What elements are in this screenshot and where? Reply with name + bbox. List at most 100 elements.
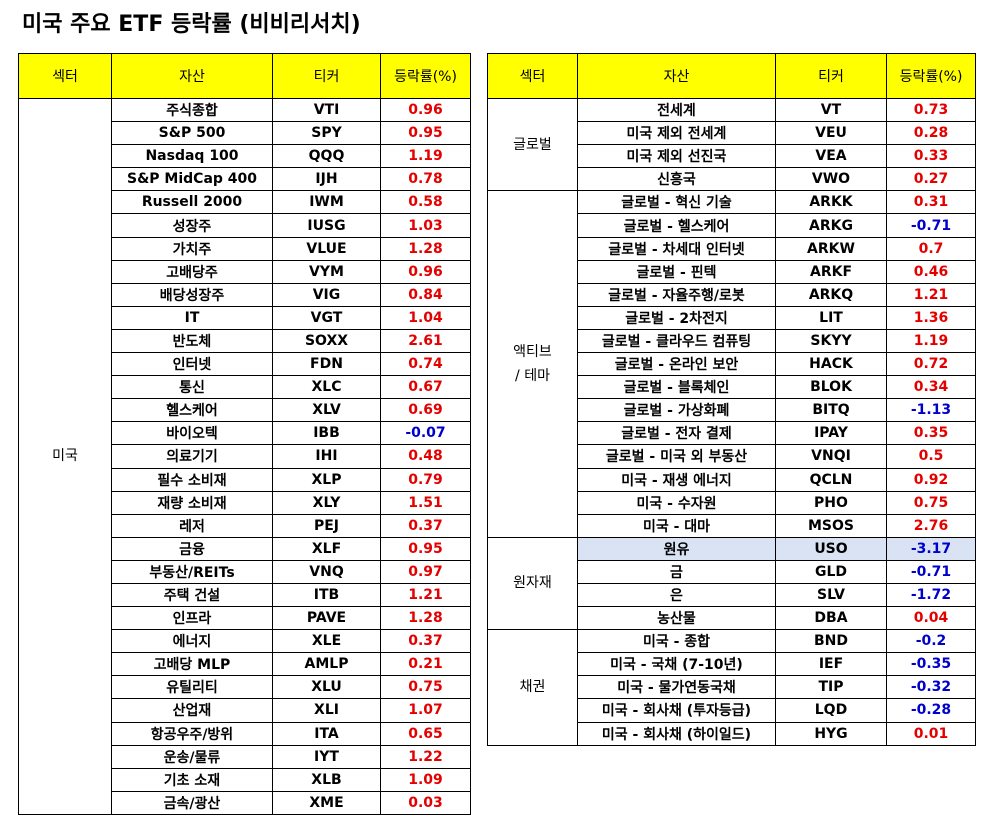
us-etf-table: 섹터 자산 티커 등락률(%) 미국 주식종합 VTI 0.96 S&P 500 SPY 0… <box>18 53 471 815</box>
table-row: 글로벌 - 자율주행/로봇 ARKQ 1.21 <box>488 282 976 307</box>
asset-cell: 반도체 <box>111 328 273 354</box>
asset-cell: 미국 - 대마 <box>577 513 776 538</box>
asset-cell: 원유 <box>577 536 776 561</box>
table-row: 글로벌 - 가상화폐 BITQ -1.13 <box>488 398 976 423</box>
header-asset: 자산 <box>111 53 273 99</box>
table-row: 인터넷 FDN 0.74 <box>19 352 471 377</box>
ticker-cell: XLF <box>272 536 381 561</box>
change-cell: 0.69 <box>380 398 471 423</box>
change-cell: 0.92 <box>886 467 976 492</box>
table-row: 액티브 / 테마 글로벌 - 혁신 기술 ARKK 0.31 <box>487 190 976 538</box>
table-row: 글로벌 - 블록체인 BLOK 0.34 <box>488 375 976 400</box>
ticker-cell: VNQ <box>272 559 381 584</box>
table-row: 미국 - 재생 에너지 QCLN 0.92 <box>488 467 976 492</box>
table-row: S&P MidCap 400 IJH 0.78 <box>19 167 471 192</box>
ticker-cell: IWM <box>272 190 381 215</box>
change-cell: 0.96 <box>380 259 471 284</box>
table-row: 필수 소비재 XLP 0.79 <box>19 467 471 492</box>
asset-cell: 가치주 <box>111 236 273 261</box>
ticker-cell: HACK <box>775 352 887 377</box>
table-row: IT VGT 1.04 <box>19 305 471 330</box>
ticker-cell: TIP <box>775 675 887 700</box>
table-row: Nasdaq 100 QQQ 1.19 <box>19 144 471 169</box>
change-cell: 2.61 <box>380 328 471 354</box>
change-cell: 0.75 <box>380 675 471 700</box>
table-row: S&P 500 SPY 0.95 <box>19 121 471 146</box>
ticker-cell: IUSG <box>272 213 381 238</box>
table-header-row: 섹터 자산 티커 등락률(%) <box>18 53 471 99</box>
table-row: 미국 제외 선진국 VEA 0.33 <box>488 144 976 169</box>
asset-cell: 레저 <box>111 513 273 538</box>
table-body: 글로벌 전세계 VT 0.73 미국 제외 전세계 VEU 0.28 미국 제외 선진국 VEA… <box>487 97 976 746</box>
change-cell: 0.31 <box>886 190 976 215</box>
header-ticker: 티커 <box>272 53 381 99</box>
change-cell: 0.21 <box>380 652 471 677</box>
change-cell: 0.78 <box>380 167 471 192</box>
asset-cell: 통신 <box>111 375 273 400</box>
table-header-row: 섹터 자산 티커 등락률(%) <box>487 53 976 99</box>
ticker-cell: XLP <box>272 467 381 492</box>
change-cell: 1.04 <box>380 305 471 330</box>
ticker-cell: LQD <box>775 698 887 723</box>
change-cell: 1.22 <box>380 744 471 769</box>
table-row: 은 SLV -1.72 <box>488 582 976 608</box>
change-cell: 0.37 <box>380 513 471 538</box>
change-cell: -0.71 <box>886 213 976 238</box>
table-row: 글로벌 - 전자 결제 IPAY 0.35 <box>488 421 976 446</box>
ticker-cell: BITQ <box>775 398 887 423</box>
change-cell: 0.84 <box>380 282 471 307</box>
ticker-cell: IJH <box>272 167 381 192</box>
table-row: 미국 - 수자원 PHO 0.75 <box>488 490 976 515</box>
table-row: 고배당 MLP AMLP 0.21 <box>19 652 471 677</box>
asset-cell: 글로벌 - 차세대 인터넷 <box>577 236 776 261</box>
asset-cell: 은 <box>577 582 776 608</box>
ticker-cell: IPAY <box>775 421 887 446</box>
ticker-cell: ARKK <box>775 190 887 215</box>
asset-cell: 부동산/REITs <box>111 559 273 584</box>
change-cell: -0.71 <box>886 559 976 584</box>
change-cell: 0.73 <box>886 97 976 123</box>
ticker-cell: SOXX <box>272 328 381 354</box>
header-ticker: 티커 <box>775 53 887 99</box>
change-cell: 1.51 <box>380 490 471 515</box>
ticker-cell: VIG <box>272 282 381 307</box>
ticker-cell: ARKF <box>775 259 887 284</box>
asset-cell: Nasdaq 100 <box>111 144 273 169</box>
ticker-cell: ARKW <box>775 236 887 261</box>
ticker-cell: SLV <box>775 582 887 608</box>
asset-cell: 금 <box>577 559 776 584</box>
table-row: 글로벌 - 클라우드 컴퓨팅 SKYY 1.19 <box>488 328 976 354</box>
asset-cell: 글로벌 - 온라인 보안 <box>577 352 776 377</box>
change-cell: 1.19 <box>886 328 976 354</box>
table-row: 배당성장주 VIG 0.84 <box>19 282 471 307</box>
asset-cell: 미국 제외 전세계 <box>577 121 776 146</box>
table-row: 레저 PEJ 0.37 <box>19 513 471 538</box>
change-cell: -0.2 <box>886 629 976 654</box>
asset-cell: 글로벌 - 가상화폐 <box>577 398 776 423</box>
change-cell: 0.79 <box>380 467 471 492</box>
change-cell: -1.13 <box>886 398 976 423</box>
asset-cell: 유틸리티 <box>111 675 273 700</box>
asset-cell: 미국 - 재생 에너지 <box>577 467 776 492</box>
table-row: 항공우주/방위 ITA 0.65 <box>19 721 471 746</box>
header-asset: 자산 <box>577 53 776 99</box>
ticker-cell: SKYY <box>775 328 887 354</box>
ticker-cell: PEJ <box>272 513 381 538</box>
table-row: 글로벌 - 온라인 보안 HACK 0.72 <box>488 352 976 377</box>
ticker-cell: HYG <box>775 721 887 746</box>
sector-cell: 채권 <box>487 629 578 746</box>
table-row: 미국 주식종합 VTI 0.96 <box>18 97 471 815</box>
change-cell: 1.28 <box>380 236 471 261</box>
asset-cell: 바이오텍 <box>111 421 273 446</box>
asset-cell: 글로벌 - 미국 외 부동산 <box>577 444 776 469</box>
asset-cell: 글로벌 - 전자 결제 <box>577 421 776 446</box>
ticker-cell: IYT <box>272 744 381 769</box>
asset-cell: 산업재 <box>111 698 273 723</box>
ticker-cell: VT <box>775 97 887 123</box>
change-cell: 0.75 <box>886 490 976 515</box>
asset-cell: 기초 소재 <box>111 767 273 792</box>
table-row: Russell 2000 IWM 0.58 <box>19 190 471 215</box>
header-change: 등락률(%) <box>886 53 976 99</box>
ticker-cell: DBA <box>775 606 887 631</box>
ticker-cell: VTI <box>272 97 381 123</box>
